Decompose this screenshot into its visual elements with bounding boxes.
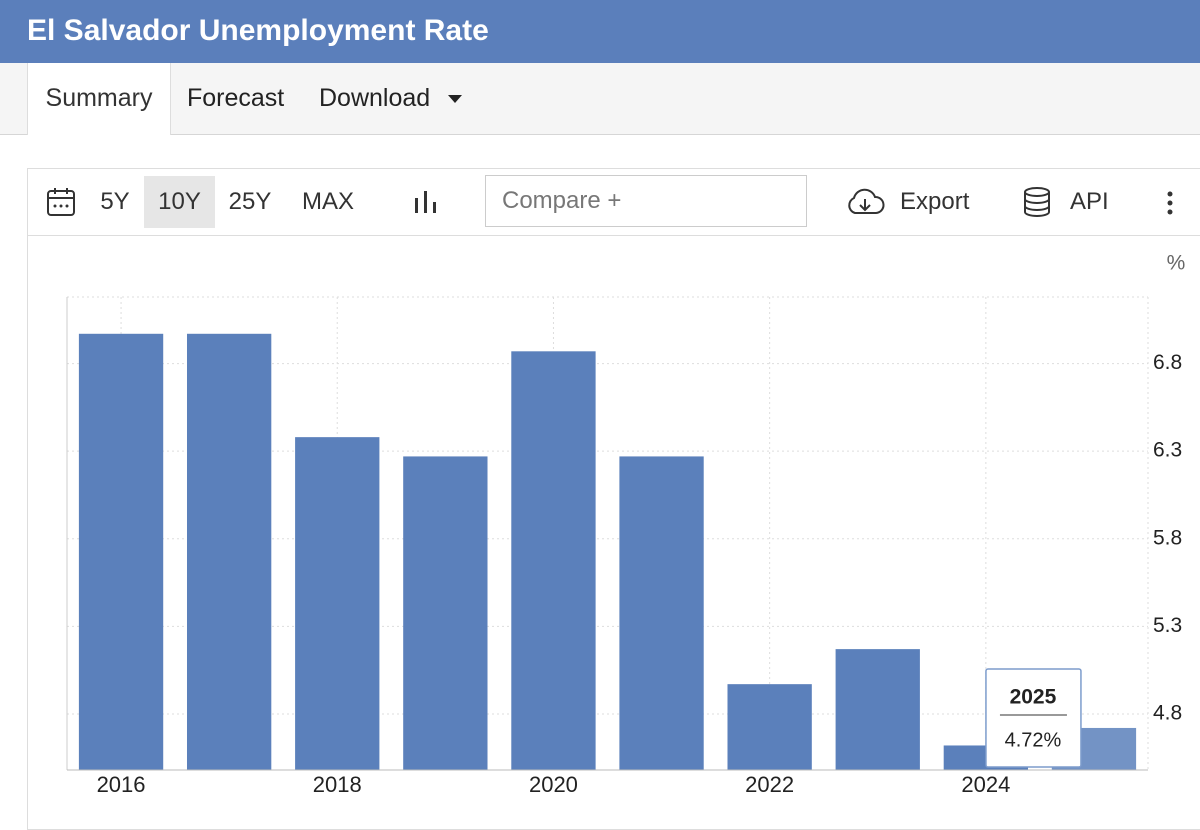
bar (511, 351, 596, 770)
y-tick-label: 6.3 (1153, 439, 1182, 462)
export-button[interactable]: Export (900, 188, 970, 215)
page-title: El Salvador Unemployment Rate (27, 14, 489, 47)
api-button[interactable]: API (1070, 188, 1109, 215)
chart: % 4.8 5.3 5.8 6.3 6.8 2016 2018 2020 2022 2024 202… (66, 252, 1186, 797)
bar (835, 649, 920, 770)
tooltip-title: 2025 (1010, 686, 1057, 709)
chart-type-icon[interactable] (413, 189, 439, 215)
y-tick-label: 4.8 (1153, 701, 1182, 724)
y-unit: % (1167, 252, 1186, 275)
bar (619, 456, 704, 770)
compare-input[interactable]: Compare + (485, 175, 807, 227)
range-button[interactable]: 10Y (144, 176, 215, 228)
range-button[interactable]: MAX (301, 188, 354, 215)
tooltip: 2025 4.72% (985, 668, 1082, 768)
x-tick-label: 2016 (97, 772, 146, 797)
x-tick-label: 2022 (745, 772, 794, 797)
export-icon[interactable] (845, 188, 885, 216)
dropdown-caret (448, 95, 462, 103)
bar (403, 456, 488, 770)
bar (78, 333, 164, 770)
x-tick-label: 2020 (529, 772, 578, 797)
x-tick-label: 2018 (313, 772, 362, 797)
api-icon[interactable] (1023, 186, 1051, 218)
toolbar: 5Y 10Y 25Y MAX Export API (27, 168, 1200, 236)
range-button[interactable]: 25Y (228, 188, 272, 215)
bar (186, 333, 272, 770)
range-button[interactable]: 5Y (100, 188, 130, 215)
tab-bar: Summary Forecast Download (0, 63, 1200, 135)
bar (295, 437, 380, 770)
header: El Salvador Unemployment Rate (0, 0, 1200, 63)
tab[interactable]: Download (319, 84, 431, 112)
y-tick-label: 6.8 (1153, 351, 1182, 374)
y-tick-label: 5.8 (1153, 526, 1182, 549)
more-menu[interactable] (1166, 190, 1174, 216)
bar (727, 684, 812, 770)
tooltip-box (985, 668, 1082, 768)
y-tick-label: 5.3 (1153, 614, 1182, 637)
calendar-icon[interactable] (46, 187, 76, 217)
tab[interactable]: Forecast (187, 84, 285, 112)
tab[interactable]: Summary (27, 63, 171, 135)
tooltip-value: 4.72% (1005, 729, 1062, 751)
x-tick-label: 2024 (961, 772, 1010, 797)
